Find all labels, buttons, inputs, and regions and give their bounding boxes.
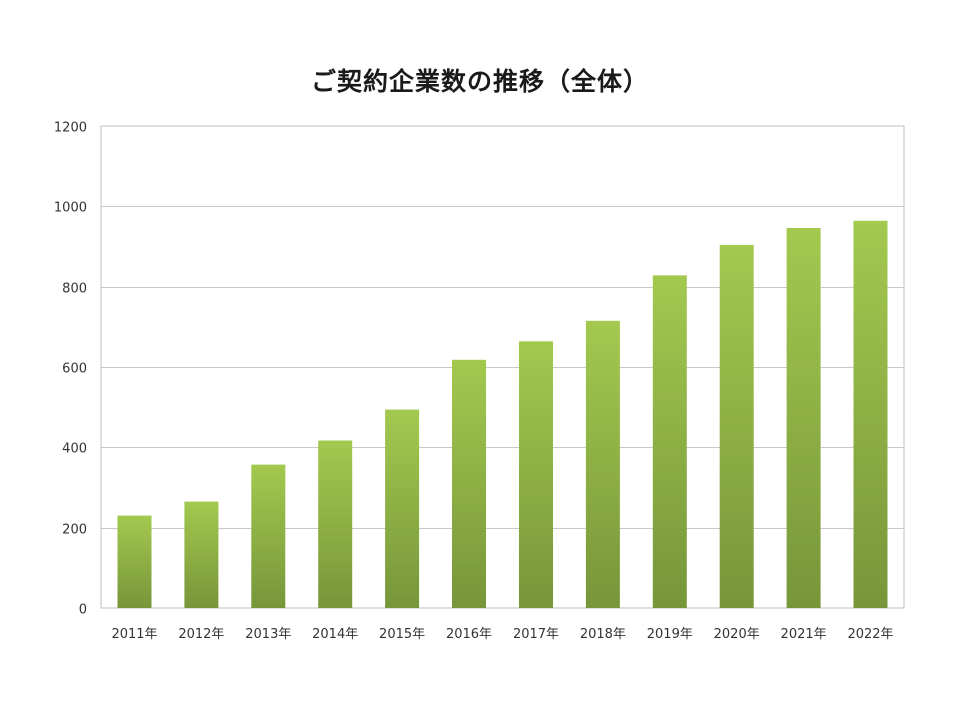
y-tick-label: 1200 bbox=[54, 121, 87, 136]
bar-2018年 bbox=[585, 320, 620, 608]
y-tick-label: 200 bbox=[62, 523, 87, 538]
x-tick-label: 2016年 bbox=[446, 627, 492, 642]
y-tick-label: 600 bbox=[62, 362, 87, 377]
y-tick-label: 1000 bbox=[54, 201, 87, 216]
x-tick-label: 2017年 bbox=[513, 627, 559, 642]
bar-2017年 bbox=[519, 341, 553, 608]
x-tick-label: 2011年 bbox=[111, 627, 157, 642]
bar-2022年 bbox=[853, 220, 888, 609]
bar-2020年 bbox=[719, 244, 754, 608]
chart-title: ご契約企業数の推移（全体） bbox=[310, 67, 649, 96]
bar-2012年 bbox=[184, 501, 219, 608]
y-tick-label: 400 bbox=[62, 442, 87, 457]
y-axis-ticks: 0 200 400 600 800 1000 1200 bbox=[54, 121, 87, 618]
bar-2011年 bbox=[117, 515, 152, 608]
x-tick-label: 2012年 bbox=[178, 627, 224, 642]
gridlines bbox=[101, 206, 904, 529]
bar-2016年 bbox=[452, 359, 486, 608]
x-tick-label: 2014年 bbox=[312, 627, 358, 642]
bars bbox=[117, 220, 888, 609]
x-tick-label: 2013年 bbox=[245, 627, 291, 642]
bar-2021年 bbox=[786, 228, 821, 608]
y-tick-label: 800 bbox=[62, 282, 87, 297]
x-tick-label: 2015年 bbox=[379, 627, 425, 642]
x-tick-label: 2021年 bbox=[781, 627, 827, 642]
x-tick-label: 2018年 bbox=[580, 627, 626, 642]
x-tick-label: 2020年 bbox=[714, 627, 760, 642]
x-axis-ticks: 2011年 2012年 2013年 2014年 2015年 2016年 2017年 2018年… bbox=[111, 627, 893, 642]
bar-2015年 bbox=[385, 409, 420, 608]
bar-2019年 bbox=[652, 275, 687, 608]
bar-2013年 bbox=[251, 464, 286, 608]
x-tick-label: 2022年 bbox=[847, 627, 893, 642]
x-tick-label: 2019年 bbox=[647, 627, 693, 642]
bar-2014年 bbox=[318, 440, 353, 608]
y-tick-label: 0 bbox=[79, 603, 87, 618]
